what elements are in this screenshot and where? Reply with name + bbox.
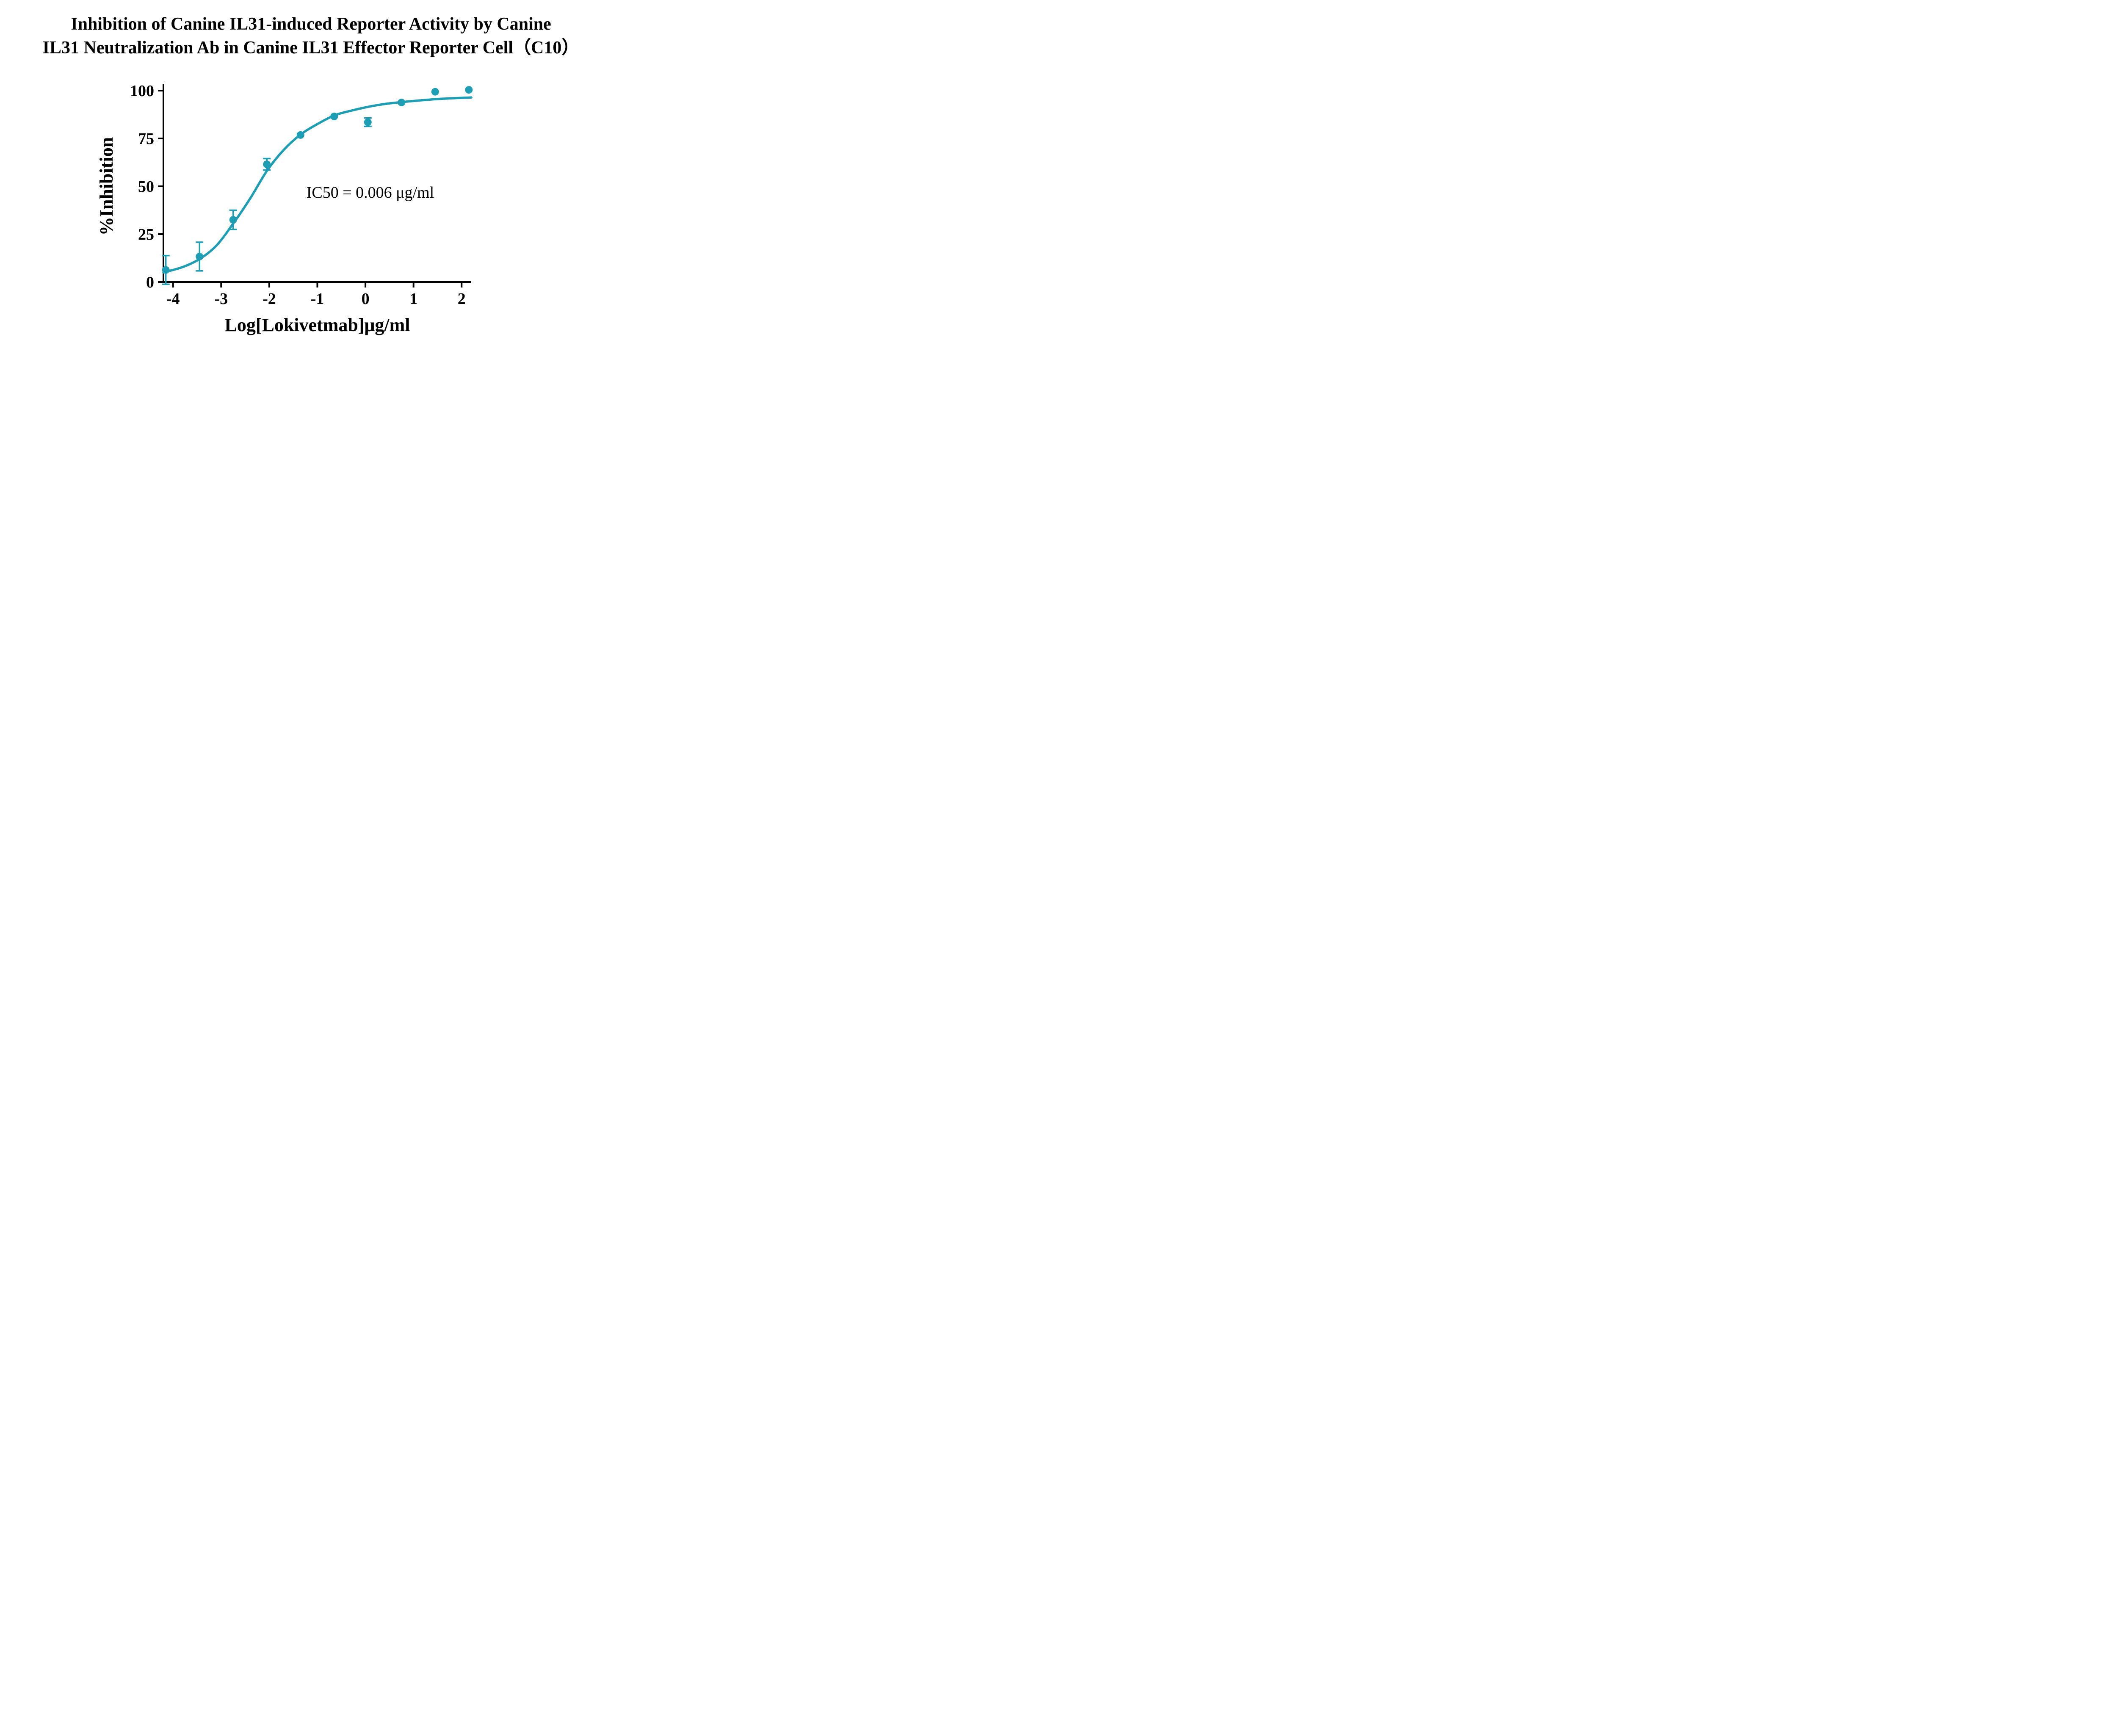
data-point [162, 266, 170, 274]
fit-curve [162, 96, 473, 274]
figure-page: Inhibition of Canine IL31-induced Report… [0, 0, 622, 347]
y-tick-label: 50 [138, 178, 154, 196]
chart-title: Inhibition of Canine IL31-induced Report… [0, 13, 622, 60]
x-tick-label: -2 [263, 290, 276, 308]
x-axis-title: Log[Lokivetmab]μg/ml [224, 315, 410, 335]
chart-title-line1: Inhibition of Canine IL31-induced Report… [71, 14, 551, 34]
y-tick-label: 0 [146, 274, 154, 291]
x-tick-label: 0 [362, 290, 370, 308]
y-axis-title: %Inhibition [96, 137, 117, 235]
data-point [296, 131, 304, 139]
y-tick-label: 25 [138, 226, 154, 243]
data-point [330, 113, 338, 121]
data-point [465, 86, 473, 94]
x-tick-label: 2 [458, 290, 466, 308]
y-tick-label: 100 [130, 82, 154, 100]
x-tick-label: -4 [166, 290, 180, 308]
data-point [263, 160, 271, 169]
x-tick-label: 1 [409, 290, 417, 308]
data-point [398, 99, 406, 107]
data-point [431, 88, 439, 96]
data-point [196, 252, 204, 260]
data-point [364, 118, 372, 126]
data-point [229, 216, 237, 224]
dose-response-chart: -4 -3 -2 -1 0 1 2 0 25 50 75 100 Log[Lokivetmab]μg/m… [96, 82, 473, 335]
ic50-annotation: IC50 = 0.006 μg/ml [307, 184, 434, 202]
x-tick-label: -1 [311, 290, 324, 308]
y-tick-label: 75 [138, 130, 154, 148]
x-tick-label: -3 [214, 290, 228, 308]
chart-title-line2: IL31 Neutralization Ab in Canine IL31 Ef… [42, 38, 580, 58]
